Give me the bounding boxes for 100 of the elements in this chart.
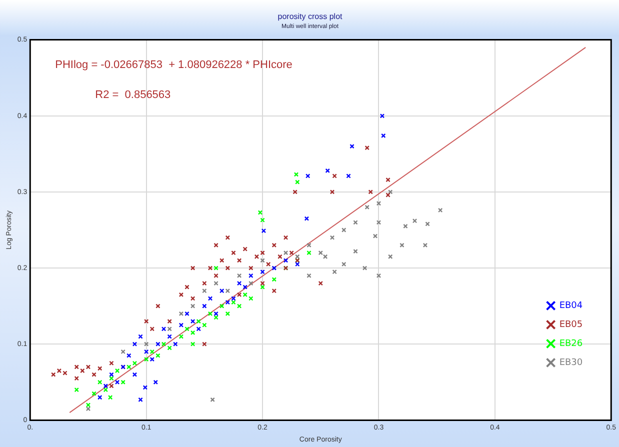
- point: [86, 402, 91, 408]
- point: [167, 346, 172, 350]
- point: [62, 370, 68, 376]
- point: [202, 280, 207, 286]
- point: [260, 269, 265, 274]
- point: [318, 250, 323, 256]
- point: [161, 342, 166, 346]
- point: [425, 222, 430, 226]
- point: [167, 318, 172, 324]
- point: [368, 190, 373, 194]
- point: [150, 349, 155, 354]
- point: [364, 204, 370, 210]
- point: [353, 248, 358, 254]
- point: [225, 266, 230, 270]
- point: [372, 234, 378, 238]
- annotation: R2 = 0.856563: [95, 88, 171, 101]
- point: [202, 342, 207, 346]
- point: [208, 296, 213, 301]
- point: [92, 372, 96, 377]
- point: [126, 353, 132, 358]
- point: [254, 254, 260, 259]
- point: [142, 385, 148, 390]
- point: [214, 242, 218, 248]
- legend-label: EB04: [559, 301, 583, 312]
- point: [260, 250, 265, 256]
- point: [236, 273, 242, 278]
- annotation: PHIlog = -0.02667853 + 1.080926228 * PHIcore: [55, 58, 292, 71]
- point: [184, 284, 190, 290]
- point: [225, 288, 230, 294]
- point: [202, 304, 207, 308]
- point: [248, 296, 254, 301]
- point: [210, 397, 215, 402]
- point: [325, 168, 330, 174]
- point: [178, 311, 184, 316]
- point: [322, 254, 328, 259]
- point: [306, 250, 312, 256]
- point: [376, 273, 382, 278]
- point: [219, 258, 224, 263]
- point: [150, 356, 155, 362]
- point: [132, 372, 138, 377]
- point: [86, 364, 91, 370]
- point: [202, 322, 207, 328]
- point: [120, 380, 126, 385]
- point: [289, 250, 294, 256]
- point: [156, 353, 160, 358]
- point: [386, 177, 390, 182]
- point: [190, 342, 196, 346]
- point: [236, 280, 242, 286]
- point: [388, 190, 393, 194]
- chart-title: porosity cross plot: [278, 12, 344, 22]
- point: [138, 397, 143, 402]
- point: [51, 372, 56, 377]
- point: [330, 235, 335, 240]
- point: [248, 266, 254, 270]
- point: [272, 277, 277, 282]
- point: [103, 387, 108, 392]
- point: [266, 262, 271, 267]
- point: [283, 258, 288, 263]
- point: [292, 190, 298, 194]
- point: [184, 311, 190, 316]
- point: [97, 395, 102, 400]
- point: [56, 368, 62, 374]
- point: [242, 246, 248, 252]
- point: [190, 318, 196, 324]
- point: [242, 292, 248, 298]
- point: [260, 280, 265, 286]
- point: [214, 280, 218, 286]
- legend-label: EB05: [559, 320, 583, 330]
- point: [422, 242, 428, 248]
- point: [376, 201, 382, 206]
- point: [225, 311, 230, 316]
- point: [332, 174, 337, 178]
- legend-label: EB30: [559, 358, 583, 368]
- point: [144, 318, 149, 324]
- point: [167, 334, 172, 339]
- point: [236, 258, 242, 263]
- point: [208, 311, 213, 316]
- point: [225, 300, 230, 305]
- point: [214, 273, 218, 278]
- point: [305, 174, 310, 178]
- point: [400, 242, 404, 248]
- point: [190, 296, 196, 301]
- point: [114, 380, 120, 385]
- point: [97, 366, 102, 371]
- point: [156, 342, 160, 346]
- point: [103, 384, 108, 388]
- point: [74, 364, 79, 370]
- point: [304, 216, 310, 221]
- point: [260, 218, 265, 222]
- point: [214, 315, 218, 320]
- point: [132, 360, 138, 366]
- point: [80, 368, 85, 374]
- point: [294, 172, 299, 177]
- point: [380, 114, 385, 118]
- point: [219, 288, 224, 294]
- point: [132, 342, 138, 346]
- point: [219, 304, 224, 308]
- legend-label: EB26: [559, 339, 583, 350]
- point: [109, 376, 114, 381]
- point: [144, 349, 149, 354]
